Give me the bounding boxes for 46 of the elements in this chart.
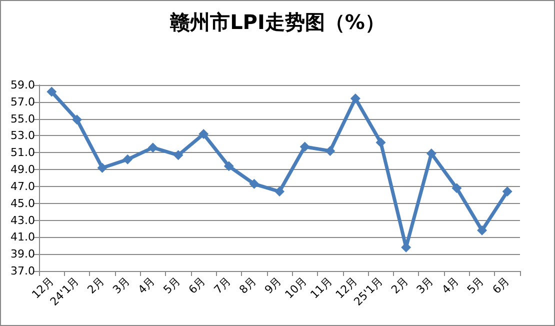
y-tick-label: 37.0 [10,264,35,278]
x-tick-label: 5月 [160,274,183,296]
point [148,142,158,153]
point [249,178,260,189]
y-tick-label: 57.0 [10,95,35,108]
x-tick-label: 8月 [236,274,259,296]
y-tick-label: 59.0 [10,78,35,92]
point [502,186,512,197]
point [350,94,360,104]
point [426,148,436,158]
y-tick-label: 55.0 [10,112,35,126]
x-tick-label: 5月 [464,274,487,296]
x-tick-label: 11月 [308,274,335,302]
point [224,161,234,172]
x-tick-label: 7月 [212,274,234,296]
point [122,154,133,164]
y-tick-label: 39.0 [10,248,35,261]
x-tick-label: 4月 [136,274,158,296]
y-tick-label: 51.0 [10,146,35,160]
point [274,186,284,197]
y-tick-label: 53.0 [10,129,35,142]
point [452,183,462,194]
x-tick-label: 10月 [282,274,310,302]
x-tick-label: 3月 [414,274,436,296]
point [72,114,82,125]
point [198,129,209,140]
point [97,162,108,173]
x-tick-label: 9月 [262,274,284,296]
x-tick-label: 2月 [84,274,107,296]
y-tick-label: 43.0 [10,214,35,227]
x-tick-label: 3月 [110,274,132,296]
x-tick-label: 4月 [439,274,462,296]
point [376,137,386,148]
y-tick-label: 41.0 [10,230,35,244]
point [46,86,57,97]
y-tick-label: 47.0 [10,180,35,193]
y-tick-label: 49.0 [10,163,35,176]
x-tick-label: 2月 [388,274,411,296]
point [477,225,488,236]
x-tick-label: 6月 [186,274,208,296]
chart-title: 赣州市LPI走势图（%） [169,10,385,34]
x-tick-label: 6月 [490,274,512,296]
point [325,146,336,156]
y-tick-label: 45.0 [10,196,35,210]
point [300,142,310,152]
point [173,150,184,160]
